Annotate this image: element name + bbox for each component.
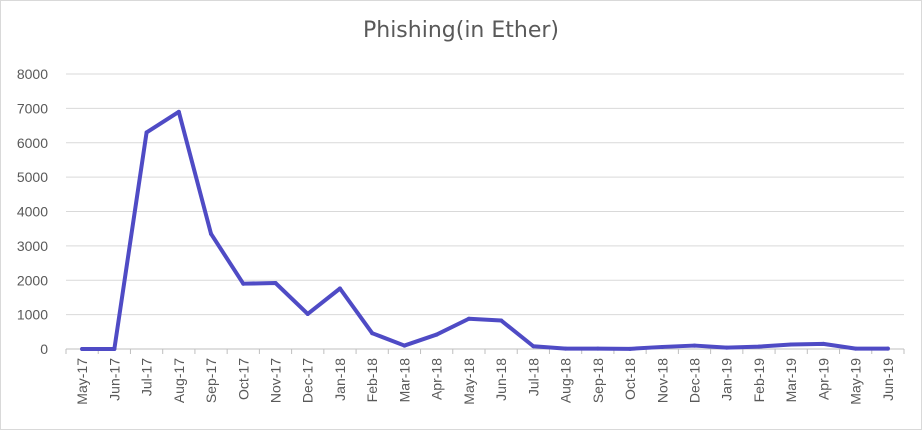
data-point (176, 109, 181, 114)
y-tick-label: 1000 (17, 307, 48, 323)
x-tick-label: Jul-17 (139, 358, 155, 396)
x-tick-label: Nov-18 (654, 358, 670, 403)
x-tick-label: Apr-18 (429, 358, 445, 400)
data-point (756, 344, 761, 349)
x-tick-label: Jun-18 (493, 358, 509, 401)
data-point (241, 281, 246, 286)
x-tick-label: Jan-18 (332, 358, 348, 401)
gridlines (66, 73, 904, 350)
y-tick-label: 0 (40, 341, 48, 357)
x-tick-label: May-18 (461, 358, 477, 405)
data-point (628, 346, 633, 351)
x-tick-label: Jan-19 (719, 358, 735, 401)
series-line (80, 109, 890, 351)
x-tick-label: Mar-18 (396, 358, 412, 403)
data-point (821, 341, 826, 346)
data-point (112, 347, 117, 351)
data-point (789, 342, 794, 347)
chart-title: Phishing(in Ether) (362, 18, 559, 43)
x-axis-ticks: May-17 Jun-17 Jul-17 Aug-17 Sep-17 Oct-17 Nov-… (65, 349, 905, 405)
data-point (80, 347, 85, 351)
data-point (885, 346, 890, 351)
data-point (305, 311, 310, 316)
x-tick-label: Sep-17 (203, 358, 219, 403)
x-tick-label: Jul-18 (525, 358, 541, 396)
x-tick-label: Mar-19 (783, 358, 799, 403)
data-point (660, 344, 665, 349)
y-axis-ticks: 0 1000 2000 3000 4000 5000 6000 7000 8000 (17, 66, 48, 357)
y-tick-label: 8000 (17, 66, 48, 82)
x-tick-label: Feb-18 (364, 358, 380, 403)
x-tick-label: Apr-19 (815, 358, 831, 400)
data-point (370, 331, 375, 336)
data-point (853, 346, 858, 351)
data-point (563, 346, 568, 351)
x-tick-label: Aug-17 (171, 358, 187, 403)
x-tick-label: May-19 (848, 358, 864, 405)
x-tick-label: Oct-17 (235, 358, 251, 400)
data-point (499, 318, 504, 323)
x-tick-label: Sep-18 (590, 358, 606, 403)
x-tick-label: Dec-18 (687, 358, 703, 403)
x-tick-label: Oct-18 (622, 358, 638, 400)
x-tick-label: Jun-17 (106, 358, 122, 401)
data-point (209, 231, 214, 236)
x-tick-label: Dec-17 (300, 358, 316, 403)
data-point (434, 332, 439, 337)
data-point (595, 346, 600, 351)
data-point (402, 343, 407, 348)
data-point (337, 286, 342, 291)
x-tick-label: Feb-19 (751, 358, 767, 403)
y-tick-label: 7000 (17, 100, 48, 116)
y-tick-label: 3000 (17, 238, 48, 254)
data-point (692, 343, 697, 348)
data-point (724, 345, 729, 350)
data-point (466, 316, 471, 321)
x-tick-label: Nov-17 (268, 358, 284, 403)
data-point (531, 344, 536, 349)
x-tick-label: Jun-19 (880, 358, 896, 401)
series-group (80, 109, 890, 351)
y-tick-label: 2000 (17, 272, 48, 288)
x-tick-label: May-17 (74, 358, 90, 405)
y-tick-label: 4000 (17, 204, 48, 220)
data-point (144, 130, 149, 135)
y-tick-label: 5000 (17, 169, 48, 185)
y-tick-label: 6000 (17, 135, 48, 151)
data-point (273, 281, 278, 285)
x-tick-label: Aug-18 (558, 358, 574, 403)
